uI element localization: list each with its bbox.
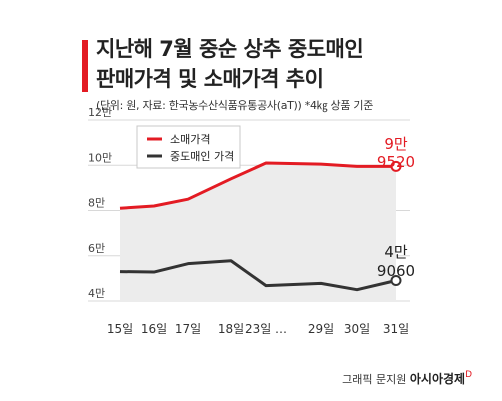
y-axis-ticks: 12만 10만 8만 6만 4만 bbox=[88, 106, 112, 300]
chart-subtitle: (단위: 원, 자료: 한국농수산식품유통공사(aT)) *4㎏ 상품 기준 bbox=[96, 99, 374, 112]
wholesale-end-label-top: 4만 bbox=[384, 243, 408, 261]
y-tick-label: 6만 bbox=[88, 242, 105, 255]
legend-label-retail: 소매가격 bbox=[170, 133, 210, 146]
retail-end-label-bottom: 9520 bbox=[377, 153, 415, 171]
brand-logo-text: 아시아경제 bbox=[409, 372, 466, 386]
wholesale-end-marker bbox=[390, 275, 402, 287]
chart-legend: 소매가격 중도매인 가격 bbox=[136, 125, 241, 169]
y-tick-label: 12만 bbox=[88, 106, 112, 119]
legend-label-wholesale: 중도매인 가격 bbox=[170, 150, 234, 163]
y-tick-label: 4만 bbox=[88, 287, 105, 300]
wholesale-end-label-bottom: 9060 bbox=[377, 262, 415, 280]
retail-end-label-top: 9만 bbox=[384, 135, 408, 153]
chart-title: 지난해 7월 중순 상추 중도매인 판매가격 및 소매가격 추이 bbox=[96, 34, 486, 94]
y-tick-label: 10만 bbox=[88, 151, 112, 164]
title-accent-bar bbox=[82, 40, 88, 92]
y-tick-label: 8만 bbox=[88, 197, 105, 210]
wholesale-price-line bbox=[119, 259, 397, 292]
retail-end-marker bbox=[390, 160, 402, 172]
series-lines bbox=[119, 160, 402, 292]
graphic-credit: 그래픽 문지원 아시아경제D bbox=[342, 370, 472, 387]
retail-price-area bbox=[120, 162, 396, 301]
x-tick-label: 16일 bbox=[141, 322, 167, 336]
legend-box bbox=[136, 125, 241, 169]
credit-text: 그래픽 문지원 bbox=[342, 373, 407, 386]
x-tick-label: 17일 bbox=[175, 322, 201, 336]
retail-price-line bbox=[119, 161, 396, 210]
x-tick-label: 18일 bbox=[218, 322, 244, 336]
x-tick-label: 31일 bbox=[383, 322, 409, 336]
x-axis-ticks: 15일 16일 17일 18일 23일 … 29일 30일 31일 bbox=[107, 322, 409, 336]
x-tick-label: 23일 … bbox=[245, 322, 287, 336]
x-tick-label: 15일 bbox=[107, 322, 133, 336]
title-line-2: 판매가격 및 소매가격 추이 bbox=[96, 67, 324, 91]
x-tick-label: 30일 bbox=[344, 322, 370, 336]
title-line-1: 지난해 7월 중순 상추 중도매인 bbox=[96, 37, 364, 61]
end-labels: 9만 9520 4만 9060 bbox=[377, 135, 415, 280]
brand-mark: D bbox=[465, 370, 472, 380]
x-tick-label: 29일 bbox=[308, 322, 334, 336]
